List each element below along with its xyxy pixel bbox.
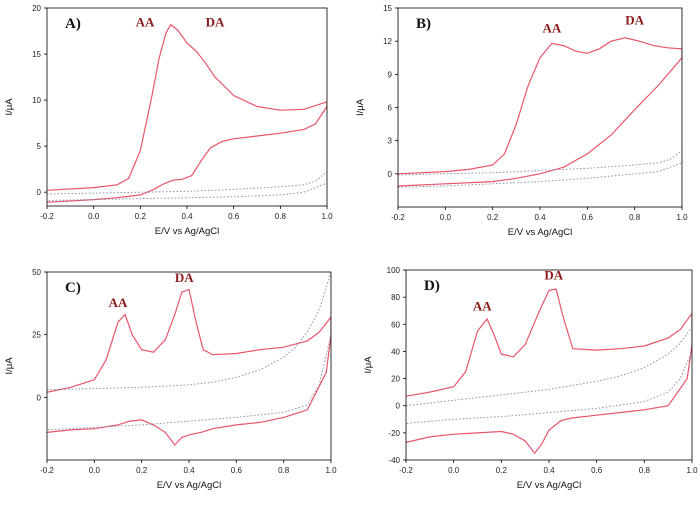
x-tick-label: 0.8 — [275, 212, 287, 221]
x-tick-label: 0.8 — [629, 213, 641, 222]
y-tick-label: 20 — [32, 4, 41, 13]
x-tick-label: -0.2 — [40, 212, 54, 221]
x-tick-label: 0.4 — [183, 466, 195, 475]
panel-label: B) — [416, 16, 431, 32]
x-tick-label: 0.2 — [496, 466, 508, 475]
peak-label-da: DA — [206, 14, 225, 29]
y-tick-label: 0 — [37, 393, 42, 402]
y-tick-label: -40 — [388, 456, 400, 465]
y-tick-label: 0 — [388, 170, 393, 179]
x-axis-label: E/V vs Ag/AgCl — [517, 480, 581, 491]
y-tick-label: 9 — [388, 70, 393, 79]
y-tick-label: 15 — [383, 4, 392, 13]
x-tick-label: 0.0 — [89, 466, 101, 475]
plot-frame — [46, 7, 328, 207]
y-axis-label: I/μA — [355, 98, 366, 116]
x-tick-label: -0.2 — [399, 466, 413, 475]
panel-4: -0.2 0.0 0.2 0.4 0.6 0.8 1.0 -40 -20 0 20 40 60 80 100… — [363, 266, 698, 491]
x-tick-label: 0.8 — [278, 466, 290, 475]
y-tick-label: 3 — [388, 137, 393, 146]
x-tick-label: 0.0 — [88, 212, 100, 221]
series-line-bare — [406, 326, 692, 424]
plot-frame — [405, 269, 693, 461]
panel-label: A) — [65, 16, 81, 32]
series-line-modified — [398, 37, 682, 187]
x-tick-label: 1.0 — [686, 466, 698, 475]
y-tick-label: 50 — [32, 268, 41, 277]
peak-label-aa: AA — [136, 14, 155, 29]
y-tick-label: 80 — [391, 293, 400, 302]
y-tick-label: 40 — [391, 347, 400, 356]
series-line-bare — [47, 171, 327, 201]
y-axis-label: I/μA — [4, 98, 15, 116]
series-line-bare — [398, 149, 682, 188]
x-tick-label: 0.6 — [228, 212, 240, 221]
y-tick-label: 6 — [388, 104, 393, 113]
x-tick-label: 0.0 — [448, 466, 460, 475]
peak-label-aa: AA — [542, 20, 561, 35]
y-tick-label: 25 — [32, 331, 41, 340]
x-tick-label: 0.6 — [231, 466, 243, 475]
y-tick-label: 0 — [37, 188, 42, 197]
y-tick-label: 60 — [391, 320, 400, 329]
x-axis-label: E/V vs Ag/AgCl — [508, 227, 572, 238]
plot-frame — [397, 7, 683, 208]
y-tick-label: 10 — [32, 96, 41, 105]
x-tick-label: 0.6 — [591, 466, 603, 475]
peak-label-aa: AA — [473, 299, 492, 314]
y-tick-label: 5 — [37, 142, 42, 151]
x-tick-label: 0.2 — [135, 212, 147, 221]
x-tick-label: 0.2 — [487, 213, 499, 222]
y-axis-label: I/μA — [4, 357, 15, 375]
y-tick-label: 12 — [383, 37, 392, 46]
x-tick-label: 1.0 — [321, 212, 333, 221]
x-tick-label: 0.4 — [181, 212, 193, 221]
x-axis-label: E/V vs Ag/AgCl — [155, 226, 219, 237]
peak-label-da: DA — [544, 268, 563, 283]
plot-frame — [46, 271, 332, 461]
y-tick-label: 15 — [32, 50, 41, 59]
y-tick-label: 20 — [391, 375, 400, 384]
x-tick-label: 1.0 — [325, 466, 337, 475]
series-line-bare — [47, 272, 331, 431]
x-axis-label: E/V vs Ag/AgCl — [157, 480, 221, 491]
y-tick-label: -20 — [388, 429, 400, 438]
x-tick-label: -0.2 — [391, 213, 405, 222]
x-tick-label: 1.0 — [676, 213, 688, 222]
y-tick-label: 100 — [387, 266, 401, 275]
y-axis-label: I/μA — [363, 356, 374, 374]
panel-1: -0.2 0.0 0.2 0.4 0.6 0.8 1.0 0 5 10 15 20 AA DA A) E/V … — [4, 4, 333, 237]
panel-2: -0.2 0.0 0.2 0.4 0.6 0.8 1.0 0 3 6 9 12 15 AA DA B) E/V … — [355, 4, 688, 238]
x-tick-label: 0.2 — [136, 466, 148, 475]
x-tick-label: 0.6 — [582, 213, 594, 222]
peak-label-da: DA — [175, 270, 194, 285]
panel-label: C) — [65, 280, 81, 296]
series-line-modified — [47, 288, 331, 446]
x-tick-label: 0.0 — [440, 213, 452, 222]
x-tick-label: 0.8 — [639, 466, 651, 475]
series-line-modified — [47, 23, 327, 203]
peak-label-da: DA — [625, 13, 644, 28]
panel-label: D) — [424, 278, 440, 294]
panel-3: -0.2 0.0 0.2 0.4 0.6 0.8 1.0 0 25 50 AA DA C) E/V vs … — [4, 268, 337, 491]
x-tick-label: 0.4 — [543, 466, 555, 475]
x-tick-label: -0.2 — [40, 466, 54, 475]
x-tick-label: 0.4 — [534, 213, 546, 222]
series-line-modified — [406, 288, 692, 455]
y-tick-label: 0 — [396, 402, 401, 411]
peak-label-aa: AA — [109, 295, 128, 310]
